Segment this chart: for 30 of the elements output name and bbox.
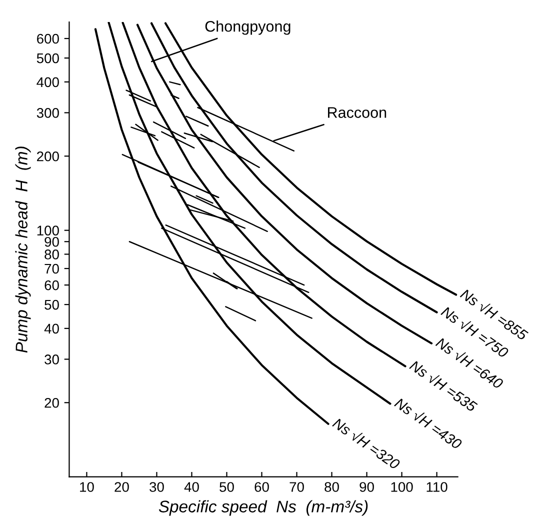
- y-tick-label: 20: [44, 398, 59, 408]
- text: Ns √H =320: [332, 416, 402, 470]
- annotation: Chongpyong: [205, 20, 290, 35]
- x-tick-label: 50: [220, 482, 234, 492]
- x-tick-label: 10: [80, 482, 94, 492]
- x-tick-label: 80: [324, 482, 339, 492]
- x-tick-label: 40: [184, 482, 199, 492]
- annotation: Raccoon: [328, 107, 386, 118]
- y-tick-label: 60: [44, 280, 59, 290]
- x-tick-label: 90: [360, 482, 374, 492]
- x-tick-label: 70: [290, 482, 304, 492]
- y-axis-title: Pump dynamic head H (m): [15, 146, 31, 353]
- y-tick-label: 400: [36, 77, 59, 88]
- y-tick-label: 200: [37, 151, 59, 162]
- x-axis-title: Specific speed Ns (m-m³/s): [158, 500, 368, 516]
- y-tick-label: 90: [44, 236, 59, 247]
- y-tick-label: 600: [37, 34, 59, 44]
- y-tick-label: 500: [36, 53, 59, 64]
- y-tick-label: 30: [44, 354, 59, 364]
- y-tick-label: 40: [44, 324, 59, 334]
- y-tick-label: 50: [44, 300, 59, 310]
- x-tick-label: 110: [426, 482, 448, 492]
- y-tick-label: 300: [36, 108, 59, 118]
- y-tick-label: 100: [37, 226, 59, 236]
- x-tick-label: 60: [254, 482, 269, 492]
- x-tick-label: 30: [150, 482, 164, 492]
- x-tick-label: 100: [391, 482, 413, 492]
- y-tick-label: 80: [44, 250, 59, 260]
- x-tick-label: 20: [114, 482, 129, 492]
- y-tick-label: 70: [44, 264, 59, 274]
